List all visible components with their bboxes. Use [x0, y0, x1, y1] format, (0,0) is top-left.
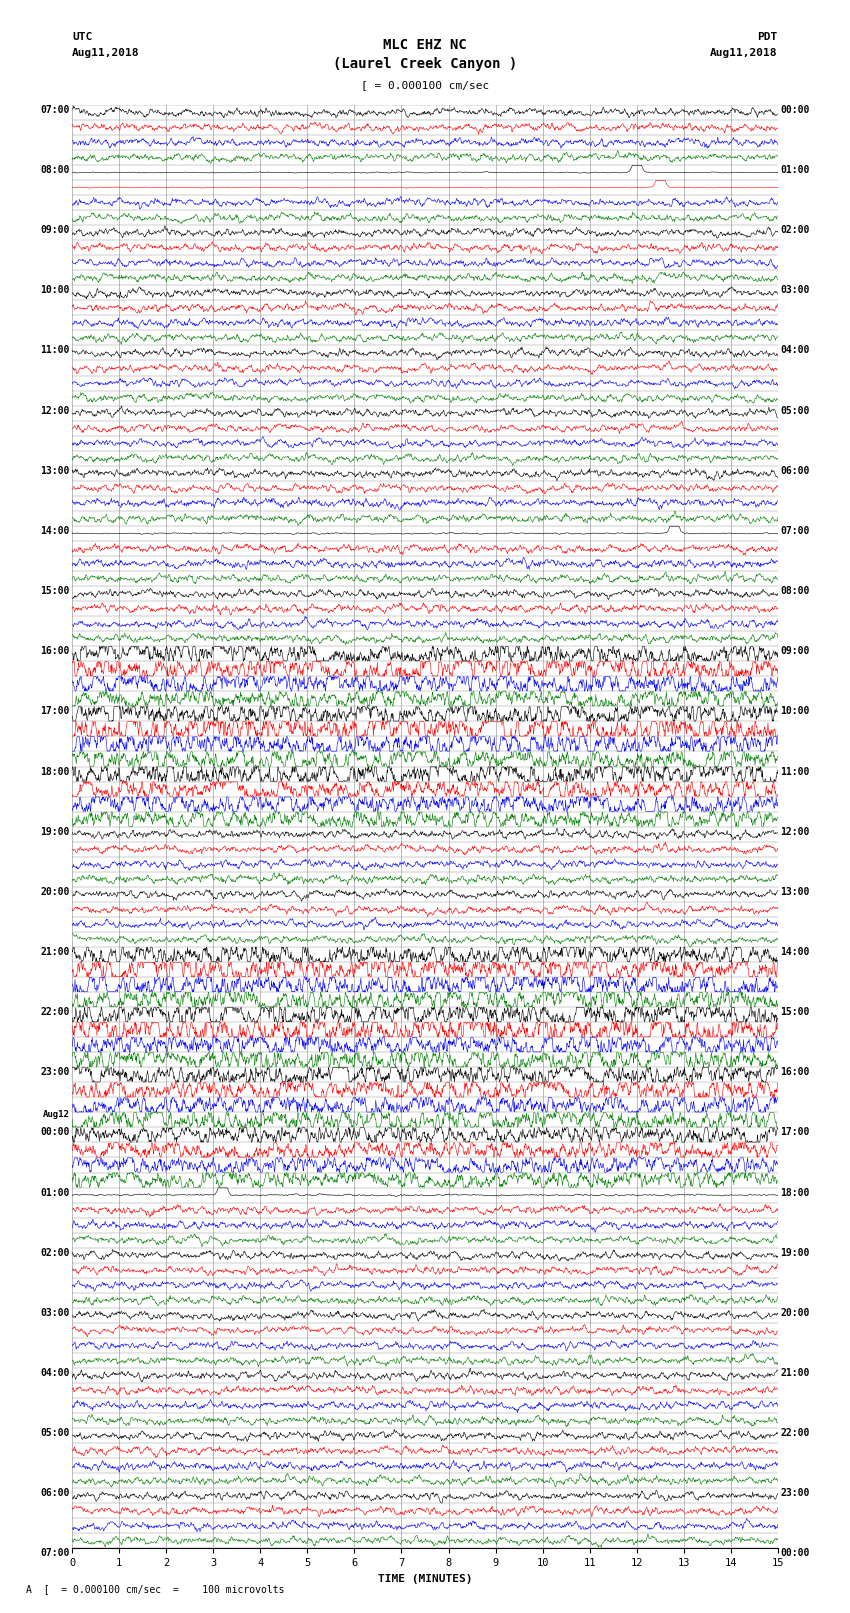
Text: 12:00: 12:00: [780, 826, 810, 837]
Text: 14:00: 14:00: [40, 526, 70, 536]
Text: 08:00: 08:00: [780, 586, 810, 597]
Text: 16:00: 16:00: [40, 647, 70, 656]
Text: 22:00: 22:00: [780, 1428, 810, 1439]
Text: 23:00: 23:00: [780, 1489, 810, 1498]
Text: 20:00: 20:00: [780, 1308, 810, 1318]
Text: 18:00: 18:00: [40, 766, 70, 776]
Text: MLC EHZ NC: MLC EHZ NC: [383, 37, 467, 52]
Text: 13:00: 13:00: [780, 887, 810, 897]
Text: 00:00: 00:00: [40, 1127, 70, 1137]
Text: 10:00: 10:00: [40, 286, 70, 295]
Text: [ = 0.000100 cm/sec: [ = 0.000100 cm/sec: [361, 81, 489, 90]
Text: 16:00: 16:00: [780, 1068, 810, 1077]
Text: 12:00: 12:00: [40, 405, 70, 416]
Text: 01:00: 01:00: [780, 165, 810, 174]
Text: 07:00: 07:00: [780, 526, 810, 536]
Text: 03:00: 03:00: [40, 1308, 70, 1318]
Text: 22:00: 22:00: [40, 1007, 70, 1018]
Text: 14:00: 14:00: [780, 947, 810, 957]
Text: A  [  = 0.000100 cm/sec  =    100 microvolts: A [ = 0.000100 cm/sec = 100 microvolts: [26, 1584, 284, 1594]
Text: (Laurel Creek Canyon ): (Laurel Creek Canyon ): [333, 56, 517, 71]
Text: 20:00: 20:00: [40, 887, 70, 897]
Text: 04:00: 04:00: [40, 1368, 70, 1378]
Text: 21:00: 21:00: [780, 1368, 810, 1378]
Text: 17:00: 17:00: [40, 706, 70, 716]
Text: 18:00: 18:00: [780, 1187, 810, 1197]
Text: 23:00: 23:00: [40, 1068, 70, 1077]
Text: 13:00: 13:00: [40, 466, 70, 476]
Text: 03:00: 03:00: [780, 286, 810, 295]
Text: 08:00: 08:00: [40, 165, 70, 174]
Text: 15:00: 15:00: [40, 586, 70, 597]
X-axis label: TIME (MINUTES): TIME (MINUTES): [377, 1574, 473, 1584]
Text: 05:00: 05:00: [40, 1428, 70, 1439]
Text: 11:00: 11:00: [40, 345, 70, 355]
Text: 02:00: 02:00: [40, 1248, 70, 1258]
Text: 06:00: 06:00: [40, 1489, 70, 1498]
Text: 19:00: 19:00: [40, 826, 70, 837]
Text: 06:00: 06:00: [780, 466, 810, 476]
Text: 09:00: 09:00: [780, 647, 810, 656]
Text: 00:00: 00:00: [780, 105, 810, 115]
Text: Aug11,2018: Aug11,2018: [72, 48, 139, 58]
Text: 01:00: 01:00: [40, 1187, 70, 1197]
Text: PDT: PDT: [757, 32, 778, 42]
Text: 09:00: 09:00: [40, 226, 70, 235]
Text: 15:00: 15:00: [780, 1007, 810, 1018]
Text: 11:00: 11:00: [780, 766, 810, 776]
Text: 19:00: 19:00: [780, 1248, 810, 1258]
Text: 05:00: 05:00: [780, 405, 810, 416]
Text: 10:00: 10:00: [780, 706, 810, 716]
Text: 00:00: 00:00: [780, 1548, 810, 1558]
Text: Aug11,2018: Aug11,2018: [711, 48, 778, 58]
Text: Aug12: Aug12: [42, 1110, 70, 1119]
Text: 04:00: 04:00: [780, 345, 810, 355]
Text: 02:00: 02:00: [780, 226, 810, 235]
Text: 17:00: 17:00: [780, 1127, 810, 1137]
Text: 21:00: 21:00: [40, 947, 70, 957]
Text: UTC: UTC: [72, 32, 93, 42]
Text: 07:00: 07:00: [40, 105, 70, 115]
Text: 07:00: 07:00: [40, 1548, 70, 1558]
